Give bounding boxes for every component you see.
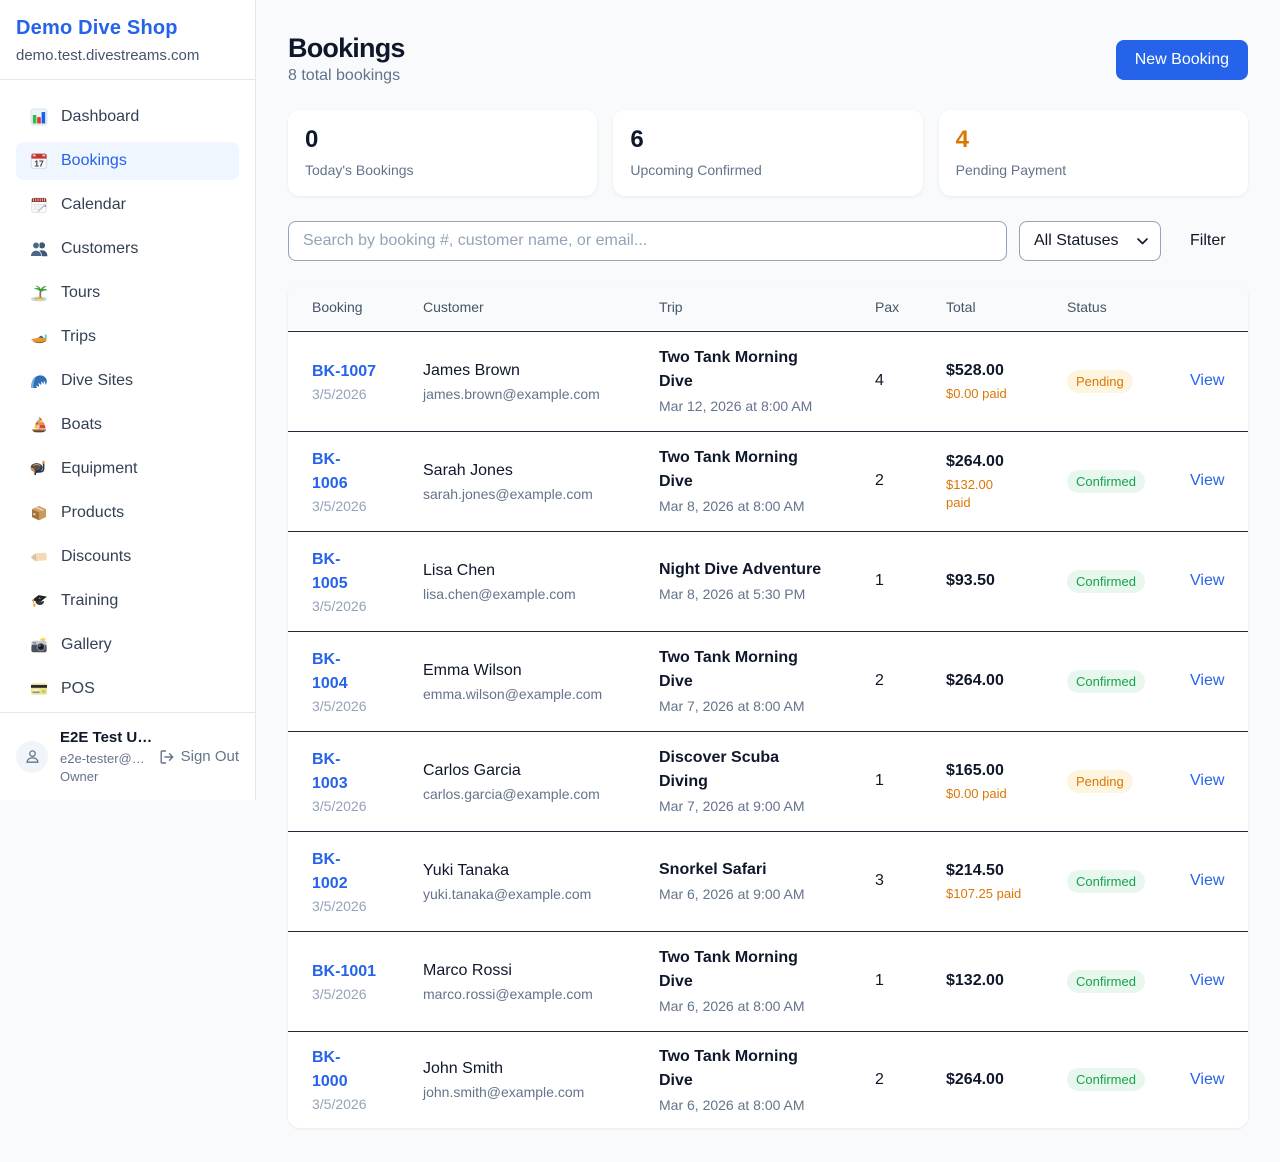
svg-text:17: 17 bbox=[34, 159, 44, 169]
